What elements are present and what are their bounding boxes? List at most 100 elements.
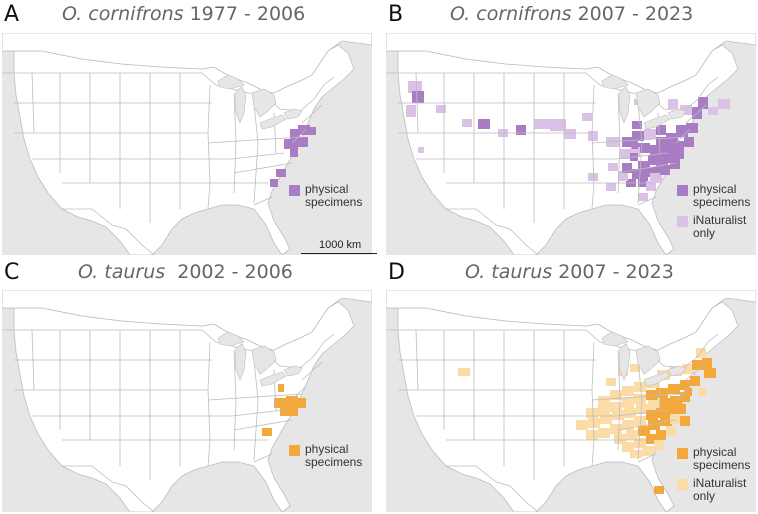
occurrence-cell-inaturalist — [458, 368, 470, 376]
occurrence-cell-inaturalist — [634, 394, 646, 404]
occurrence-cell-physical — [674, 141, 684, 151]
occurrence-cell-physical — [296, 398, 306, 408]
occurrence-cell-inaturalist — [626, 430, 638, 440]
border-line — [233, 349, 237, 451]
occurrence-cell-inaturalist — [670, 414, 680, 424]
occurrence-cell-physical — [298, 125, 310, 135]
occurrence-cell-physical — [638, 426, 650, 436]
occurrence-cells — [406, 81, 730, 201]
legend-label-line2: specimens — [305, 455, 363, 469]
species-name: O. cornifrons — [62, 3, 184, 25]
canada-land — [2, 33, 372, 94]
occurrence-cell-physical — [646, 390, 658, 400]
occurrence-cell-inaturalist — [638, 193, 648, 201]
occurrence-cell-physical — [656, 125, 666, 135]
species-name: O. taurus — [465, 261, 553, 283]
occurrence-cell-physical — [638, 161, 650, 171]
lake — [283, 108, 303, 120]
occurrence-cell-physical — [290, 149, 298, 157]
border-line — [207, 393, 303, 401]
occurrence-cell-inaturalist — [418, 147, 424, 153]
occurrence-cell-physical — [516, 125, 526, 135]
occurrence-cell-inaturalist — [586, 430, 598, 440]
occurrence-cell-physical — [284, 139, 298, 149]
legend-label-line1: physical — [305, 182, 349, 196]
lake — [667, 108, 687, 120]
border-line — [617, 349, 621, 451]
occurrence-cell-inaturalist — [586, 408, 598, 418]
border-line — [591, 84, 595, 210]
occurrence-cell-physical — [622, 163, 632, 173]
border-line — [233, 162, 293, 174]
occurrence-cell-inaturalist — [630, 450, 642, 458]
map-svg — [2, 33, 372, 255]
panel-letter-a: A — [4, 2, 20, 27]
occurrence-cell-physical — [276, 169, 286, 177]
legend-label-line2: only — [693, 226, 716, 240]
legend-label-line1: physical — [693, 182, 737, 196]
occurrence-cell-physical — [698, 97, 708, 109]
occurrence-cell-inaturalist — [718, 99, 730, 109]
lake — [251, 88, 277, 118]
occurrence-cell-inaturalist — [682, 364, 694, 374]
border-line — [301, 361, 323, 381]
lake — [601, 331, 629, 347]
occurrence-cell-physical — [296, 137, 308, 147]
border-line — [446, 208, 539, 255]
occurrence-cell-inaturalist — [654, 440, 664, 450]
occurrence-cell-inaturalist — [650, 173, 662, 183]
border-line — [617, 162, 677, 174]
occurrence-cell-inaturalist — [642, 446, 654, 456]
occurrence-cell-physical — [660, 165, 670, 175]
occurrence-cell-inaturalist — [576, 420, 588, 430]
border-line — [253, 196, 273, 206]
canada-land — [386, 33, 756, 94]
occurrence-cell-physical — [656, 137, 666, 147]
border-line — [301, 104, 323, 124]
occurrence-cell-inaturalist — [606, 378, 616, 386]
occurrence-cell-physical — [270, 179, 278, 187]
occurrence-cell-inaturalist — [630, 364, 640, 372]
occurrence-cell-inaturalist — [550, 119, 566, 131]
panel-letter-b: B — [388, 2, 404, 27]
border-line — [675, 128, 691, 144]
border-line — [617, 92, 621, 194]
border-line — [416, 152, 669, 160]
occurrence-cell-physical — [668, 384, 680, 394]
border-line — [207, 136, 303, 144]
border-line — [62, 465, 155, 512]
border-line — [253, 453, 273, 463]
occurrence-cell-inaturalist — [648, 400, 660, 410]
border-line — [591, 393, 687, 401]
occurrence-cell-inaturalist — [696, 348, 706, 358]
occurrence-cell-inaturalist — [408, 81, 422, 93]
species-name: O. taurus — [78, 261, 166, 283]
legend-label-line2: only — [693, 489, 716, 503]
lake — [259, 114, 287, 130]
map-panel-b — [386, 33, 756, 255]
map-svg — [2, 290, 372, 512]
border-line — [637, 453, 657, 463]
occurrence-cell-inaturalist — [564, 129, 576, 139]
border-line — [591, 341, 595, 467]
great-lakes — [217, 331, 303, 387]
map-panel-d — [386, 290, 756, 512]
border-line — [591, 136, 687, 144]
occurrence-cell-inaturalist — [588, 131, 598, 141]
occurrence-cell-inaturalist — [608, 163, 618, 171]
occurrence-cell-inaturalist — [698, 388, 706, 396]
map-svg — [386, 290, 756, 512]
occurrence-cell-physical — [632, 141, 638, 149]
border-line — [416, 409, 669, 417]
occurrence-cell-inaturalist — [620, 149, 630, 159]
panel-title-b: O. cornifrons 2007 - 2023 — [450, 3, 693, 25]
occurrence-cell-physical — [262, 428, 272, 436]
legend-label-line1: physical — [305, 442, 349, 456]
occurrence-cell-physical — [676, 404, 686, 414]
occurrence-cell-physical — [290, 406, 298, 416]
lake — [234, 343, 247, 381]
occurrence-cell-inaturalist — [630, 147, 640, 157]
legend-label-line1: iNaturalist — [693, 476, 747, 490]
year-range: 2002 - 2006 — [177, 261, 293, 283]
occurrence-cells — [270, 125, 316, 187]
